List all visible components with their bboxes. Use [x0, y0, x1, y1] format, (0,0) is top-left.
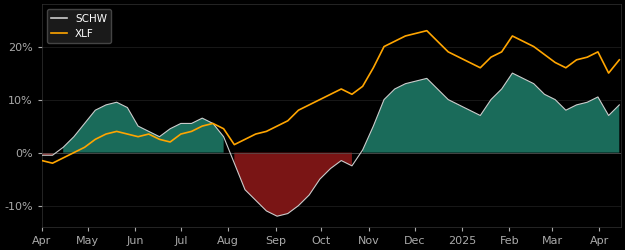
Legend: SCHW, XLF: SCHW, XLF	[47, 10, 111, 43]
